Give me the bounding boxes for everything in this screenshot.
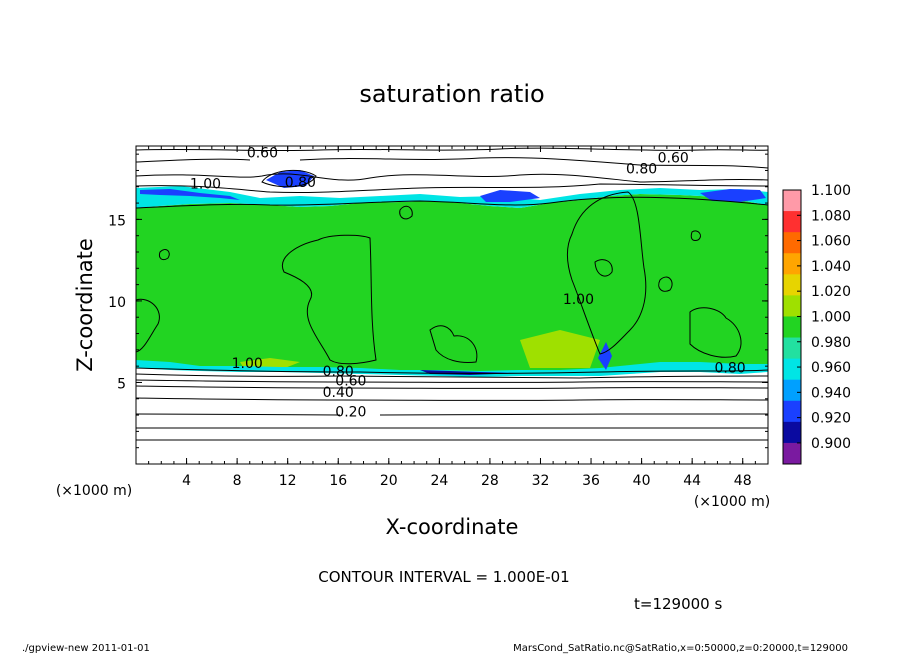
x-tick-label: 4 <box>182 473 191 489</box>
contour-labels: 0.60 0.600.800.801.001.001.000.800.600.40… <box>190 145 746 421</box>
colorbar-tick-label: 1.040 <box>811 259 851 275</box>
upper-blue-band <box>140 189 240 200</box>
colorbar-swatch <box>783 442 801 465</box>
upper-cyan-band <box>136 186 768 208</box>
x-tick-label: 32 <box>532 473 550 489</box>
lower-cyan-band <box>136 360 768 377</box>
contour-line <box>159 249 170 261</box>
contour-line <box>135 397 769 401</box>
colorbar-swatch <box>783 211 801 233</box>
x-tick-label: 20 <box>380 473 398 489</box>
upper-blue-blob <box>480 190 540 202</box>
colorbar-swatch <box>783 190 801 212</box>
x-tick-label: 16 <box>329 473 347 489</box>
colorbar-swatch <box>783 358 801 381</box>
contour-label: 0.80 <box>323 364 354 380</box>
contour-line <box>135 196 769 209</box>
footer-right: MarsCond_SatRatio.nc@SatRatio,x=0:50000,… <box>513 643 848 654</box>
saturated-field <box>136 194 768 373</box>
contour-label: 0.20 <box>335 405 366 421</box>
contour-label: 0.60 <box>658 150 689 166</box>
colorbar-swatch <box>783 295 801 317</box>
x-tick-label: 12 <box>279 473 297 489</box>
contour-line <box>567 191 647 355</box>
x-tick-label: 44 <box>683 473 701 489</box>
colorbar-tick-label: 1.060 <box>811 234 851 250</box>
lower-blue-spike <box>598 342 612 370</box>
contour-lines <box>135 147 769 441</box>
y-tick-label: 10 <box>108 295 126 311</box>
colorbar-tick-label: 1.080 <box>811 208 851 224</box>
contour-line <box>135 385 769 389</box>
colorbar-tick-label: 0.960 <box>811 360 851 376</box>
colorbar-swatch <box>783 253 801 275</box>
contour-line <box>429 325 478 363</box>
contour-line <box>135 157 769 169</box>
contour-line <box>689 307 742 358</box>
contour-line <box>135 379 769 383</box>
contour-interval-text: CONTOUR INTERVAL = 1.000E-01 <box>318 568 569 586</box>
contour-label: 0.60 <box>335 374 366 390</box>
colorbar-swatch <box>783 274 801 296</box>
contour-line <box>135 413 768 416</box>
contour-line <box>281 234 377 365</box>
contour-label: 1.00 <box>190 176 221 192</box>
contour-line <box>135 147 769 152</box>
y-tick-label: 5 <box>117 376 126 392</box>
colorbar-tick-label: 0.900 <box>811 436 851 452</box>
x-tick-label: 8 <box>233 473 242 489</box>
x-axis-ticks: 4 8 12 16 20 24 28 32 36 40 44 48 <box>148 146 756 489</box>
supersaturated-patch <box>520 330 600 368</box>
chart-title: saturation ratio <box>359 80 544 108</box>
colorbar-tick-label: 1.100 <box>811 183 851 199</box>
contour-label: 0.80 <box>285 175 316 191</box>
y-axis-unit: (×1000 m) <box>56 483 132 499</box>
upper-blue-blob <box>700 189 766 202</box>
contour-label: 1.00 <box>232 356 263 372</box>
contour-line <box>135 173 769 183</box>
x-tick-label: 48 <box>734 473 752 489</box>
x-axis-label: X-coordinate <box>386 515 519 539</box>
colorbar-frame <box>782 189 802 465</box>
x-tick-label: 36 <box>582 473 600 489</box>
contour-line <box>261 169 317 188</box>
contour-label: 0.40 <box>323 385 354 401</box>
y-axis-ticks: 5 10 15 <box>108 153 768 449</box>
colorbar-swatch <box>783 379 801 402</box>
contour-label: 1.00 <box>563 292 594 308</box>
x-tick-label: 28 <box>481 473 499 489</box>
colorbar-tick-label: 1.000 <box>811 309 851 325</box>
y-tick-label: 15 <box>108 213 126 229</box>
time-text: t=129000 s <box>634 595 722 613</box>
contour-label: 0.80 <box>714 361 745 377</box>
colorbar-tick-label: 0.980 <box>811 335 851 351</box>
colorbar-tick-label: 1.020 <box>811 284 851 300</box>
contour-line <box>135 373 769 379</box>
contour-line <box>399 205 413 220</box>
colorbar-swatch <box>783 232 801 254</box>
contour-line <box>135 183 769 194</box>
contour-label: 0.60 <box>247 145 278 161</box>
colorbar-swatch <box>783 337 801 360</box>
y-axis-label: Z-coordinate <box>73 238 97 372</box>
colorbar-tick-label: 0.920 <box>811 411 851 427</box>
contour-label: 0.80 <box>626 162 657 178</box>
x-tick-label: 24 <box>430 473 448 489</box>
contour-line <box>135 367 769 374</box>
x-tick-label: 40 <box>633 473 651 489</box>
colorbar-swatch <box>783 400 801 423</box>
colorbar-tick-label: 0.940 <box>811 385 851 401</box>
plot-area <box>136 146 768 464</box>
contour-line <box>690 230 701 241</box>
colorbar-swatch <box>783 316 801 339</box>
contour-line <box>135 298 160 353</box>
colorbar: 1.100 1.080 1.060 1.040 1.020 1.000 0.980 0.960… <box>782 183 851 465</box>
footer-left: ./gpview-new 2011-01-01 <box>22 643 150 654</box>
colorbar-swatch <box>783 421 801 444</box>
x-axis-unit: (×1000 m) <box>694 494 770 510</box>
contour-line <box>594 259 613 277</box>
contour-line <box>658 276 673 292</box>
